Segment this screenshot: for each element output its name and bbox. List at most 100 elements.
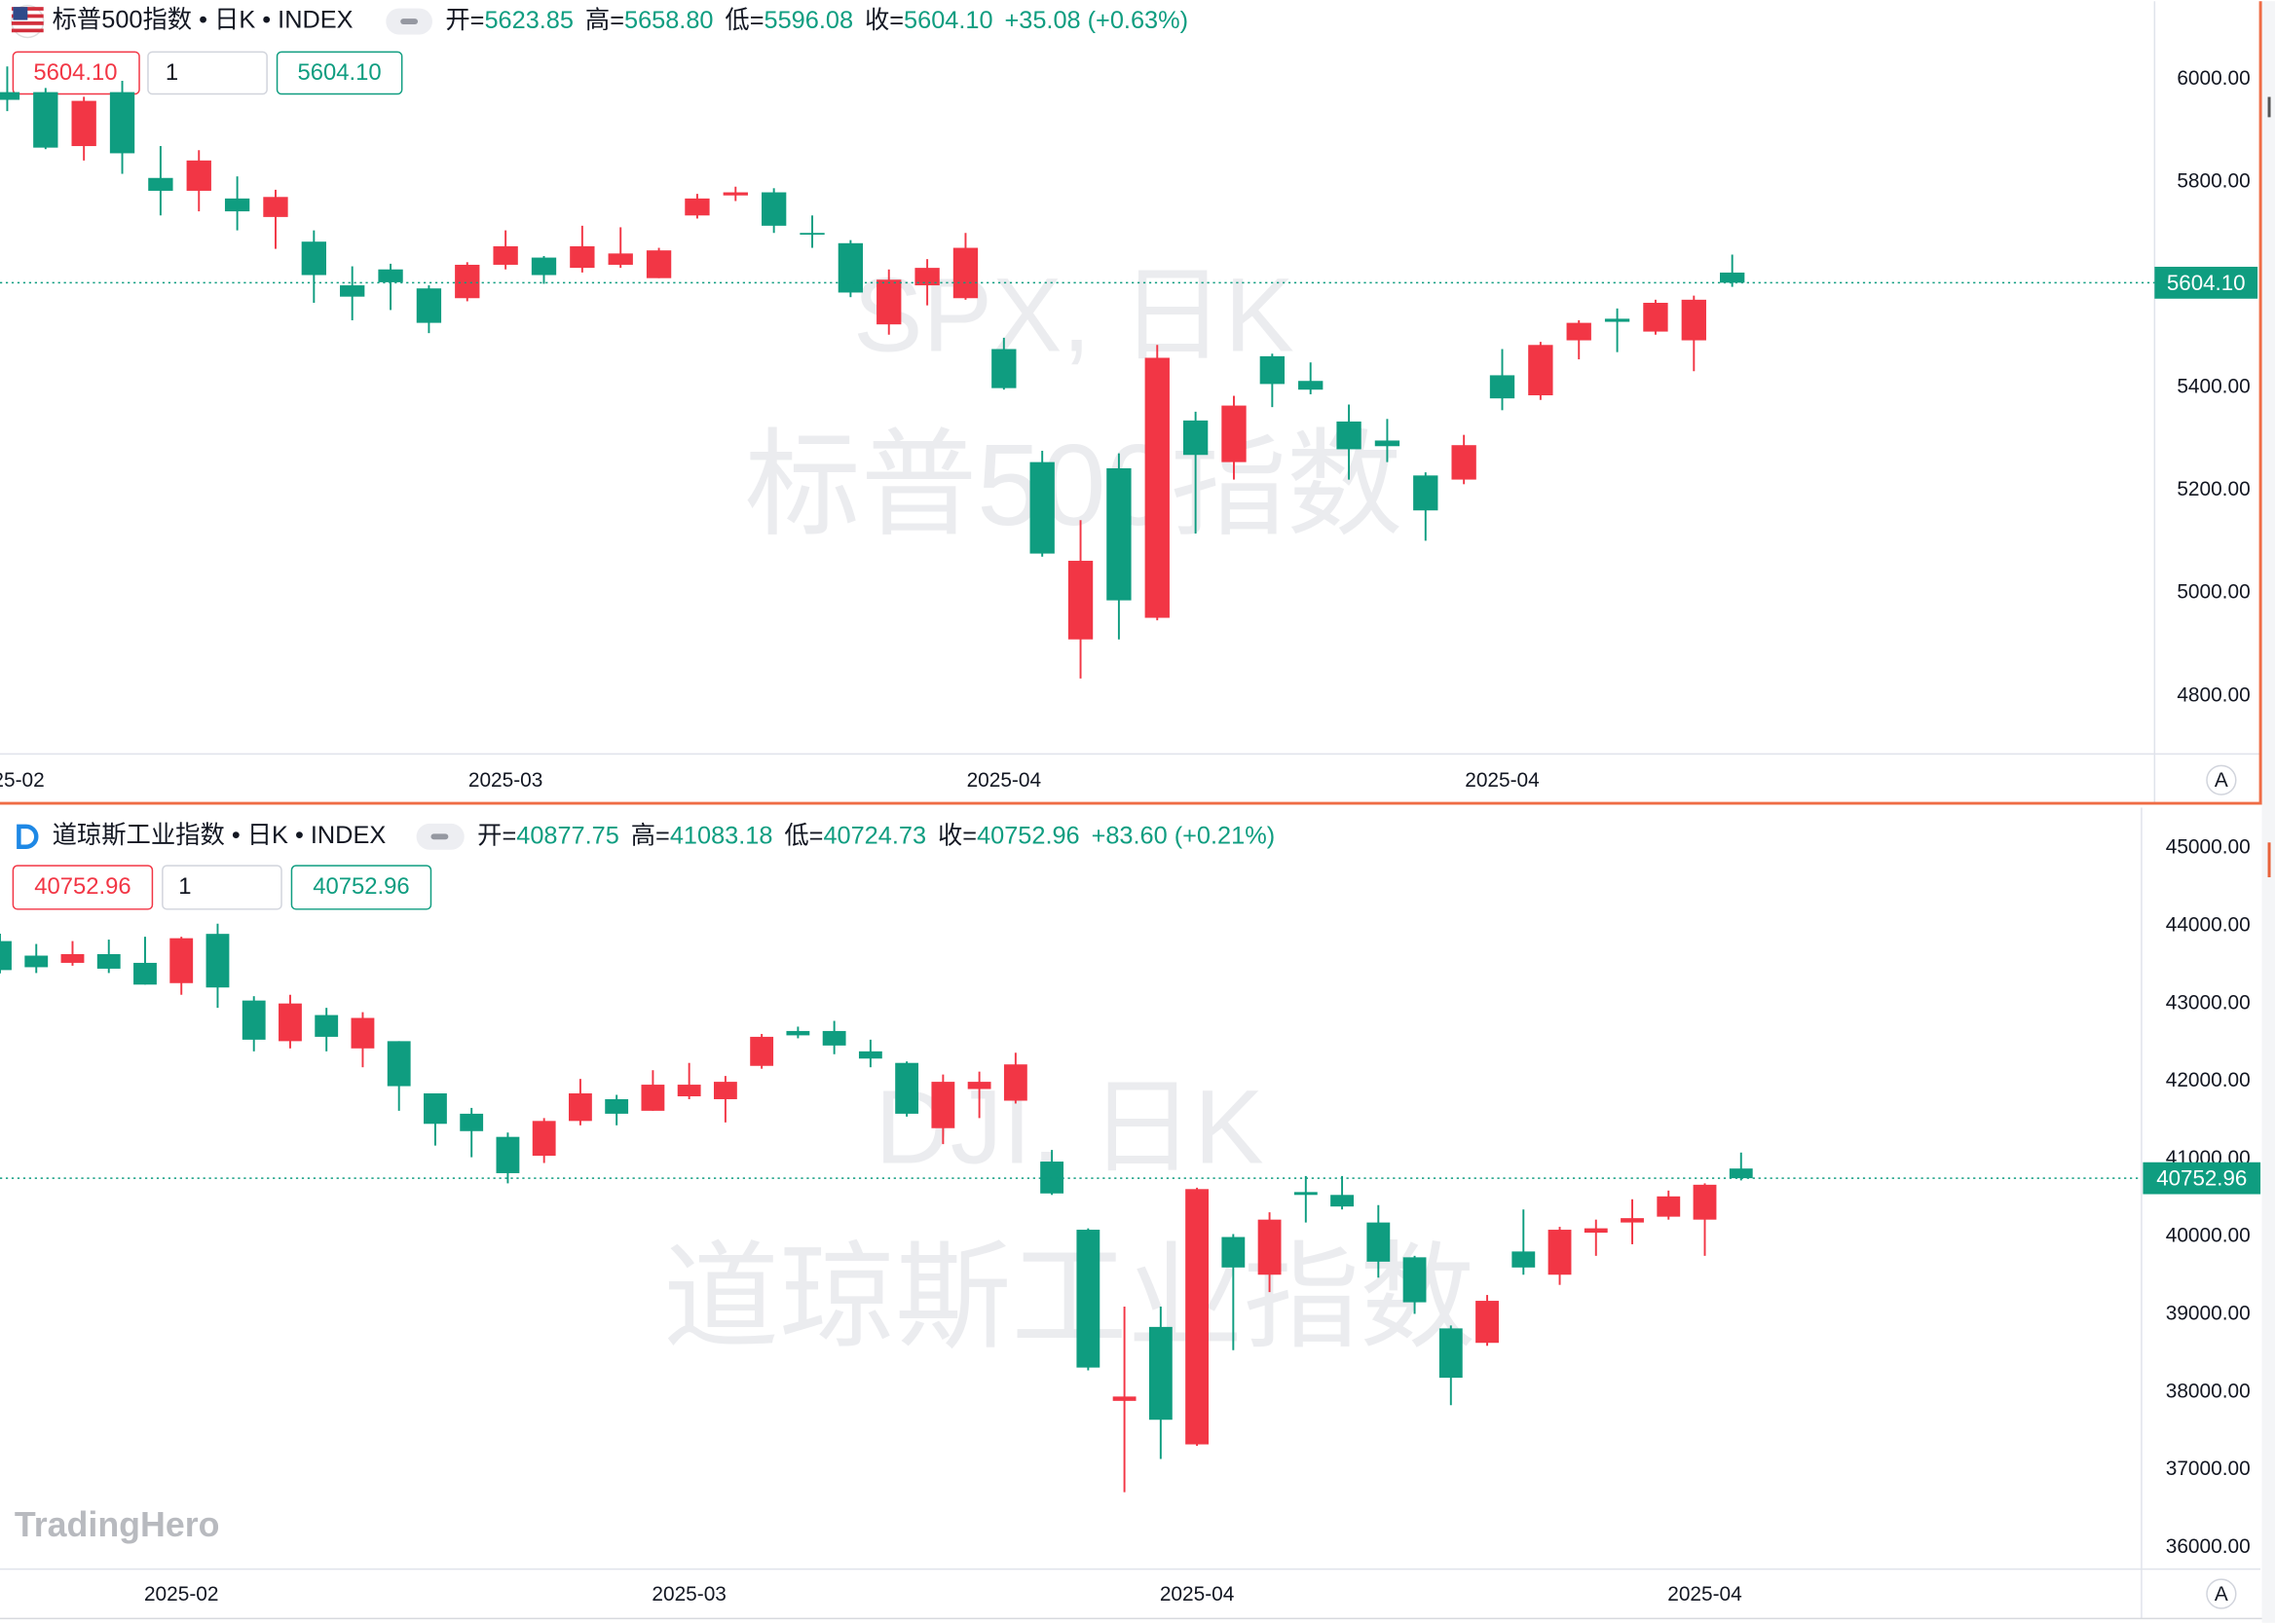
x-tick-label: 2025-02 [144,1583,219,1606]
candle-body [416,288,442,323]
y-tick-label: 45000.00 [2166,836,2251,859]
candle-body [1148,1326,1173,1421]
y-tick-label: 42000.00 [2166,1069,2251,1091]
candle-body [1475,1301,1499,1344]
y-tick-label: 6000.00 [2177,67,2250,90]
candle-body [1681,299,1706,341]
ohlc-field-label: 低= [725,7,764,34]
sell-box[interactable] [12,51,140,95]
last-price-label: 5604.10 [2167,271,2246,295]
y-tick-label: 44000.00 [2166,914,2251,937]
candle-body [1293,1192,1318,1196]
candle-body [1185,1189,1209,1445]
candle-body [1112,1396,1137,1401]
candle-body [340,285,365,297]
symbol-name: 标普500指数 • 日K • INDEX [53,7,354,34]
candle-body [1528,345,1553,396]
auto-button[interactable] [2206,764,2237,795]
candle-body [1720,272,1745,283]
candle-body [1076,1230,1100,1368]
logo: TradingHero [15,1505,220,1544]
last-price-label: 40752.96 [2156,1166,2247,1191]
candle-body [263,197,288,217]
ohlc-field-value: 5658.80 [624,7,714,34]
candle-body [800,233,825,236]
candle-body [460,1113,484,1131]
candle-body [387,1041,411,1087]
right-strip [2261,1,2275,1623]
watermark: 标普500指数 [745,421,1403,550]
candle-body [1511,1251,1536,1268]
candle-body [1643,303,1668,332]
candle-body [96,954,121,969]
candle-body [133,962,157,985]
candle-body [991,349,1017,388]
buy-price: 40752.96 [313,873,409,900]
y-tick-label: 5400.00 [2177,376,2250,398]
quantity-box[interactable] [147,51,268,95]
ohlc-field-label: 收= [865,7,904,34]
candle-body [1729,1168,1753,1179]
candle-body [570,245,595,269]
auto-button[interactable] [2206,1578,2237,1609]
x-tick-label: 2025-04 [1667,1583,1742,1606]
us-flag-icon [11,4,45,39]
candle-body [531,257,557,276]
y-tick-label: 39000.00 [2166,1303,2251,1325]
auto-label: A [2215,769,2228,792]
ohlc-field-label: 开= [445,7,484,34]
candle-body [895,1062,919,1114]
ohlc-field-value: 5604.10 [904,7,992,34]
ohlc-field-label: 收= [938,822,977,849]
candle-body [351,1017,375,1049]
buy-box[interactable] [290,865,432,910]
x-tick-label: 2025-04 [1160,1583,1235,1606]
collapse-pill[interactable] [386,8,432,35]
candle-body [677,1085,701,1097]
candle-body [838,242,864,293]
buy-box[interactable] [276,51,403,95]
candle-body [1451,445,1476,480]
candle-body [713,1082,737,1099]
candle-body [1106,467,1132,601]
buy-price: 5604.10 [298,59,382,86]
y-tick-label: 4800.00 [2177,683,2250,706]
x-tick-label: 2025-03 [468,769,543,792]
candle-body [1413,475,1438,511]
candle-body [224,198,250,212]
candle-body [1366,1222,1391,1262]
ohlc-field-label: 开= [477,822,516,849]
selected-panel-border [0,1,2262,805]
candle-body [1330,1195,1354,1207]
candle-body [1621,1218,1644,1223]
quantity: 1 [166,59,178,86]
candle-body [858,1051,882,1059]
ohlc-field-value: 41083.18 [670,822,773,849]
ohlc-field-label: 高= [585,7,624,34]
change: +83.60 (+0.21%) [1092,822,1276,849]
candle-body [1489,375,1515,399]
candle-body [641,1085,665,1111]
candle-body [1144,357,1170,618]
candle-body [532,1121,556,1157]
candle-body [1657,1196,1681,1217]
candle-body [822,1030,846,1046]
candle-body [786,1030,810,1036]
candle-body [1259,355,1286,385]
quantity-box[interactable] [162,865,282,910]
candle-body [1257,1219,1282,1275]
candle-body [750,1036,774,1066]
change: +35.08 (+0.63%) [1004,7,1188,34]
quantity: 1 [178,873,191,900]
candle-body [205,934,230,988]
x-tick-label: 2025-04 [1465,769,1540,792]
sell-box[interactable] [12,865,154,910]
candle-body [1029,461,1055,554]
candle-body [496,1136,520,1173]
x-tick-label: 2025-03 [652,1583,727,1606]
y-tick-label: 5800.00 [2177,169,2250,192]
candle-body [1336,421,1361,450]
collapse-pill[interactable] [416,823,465,850]
